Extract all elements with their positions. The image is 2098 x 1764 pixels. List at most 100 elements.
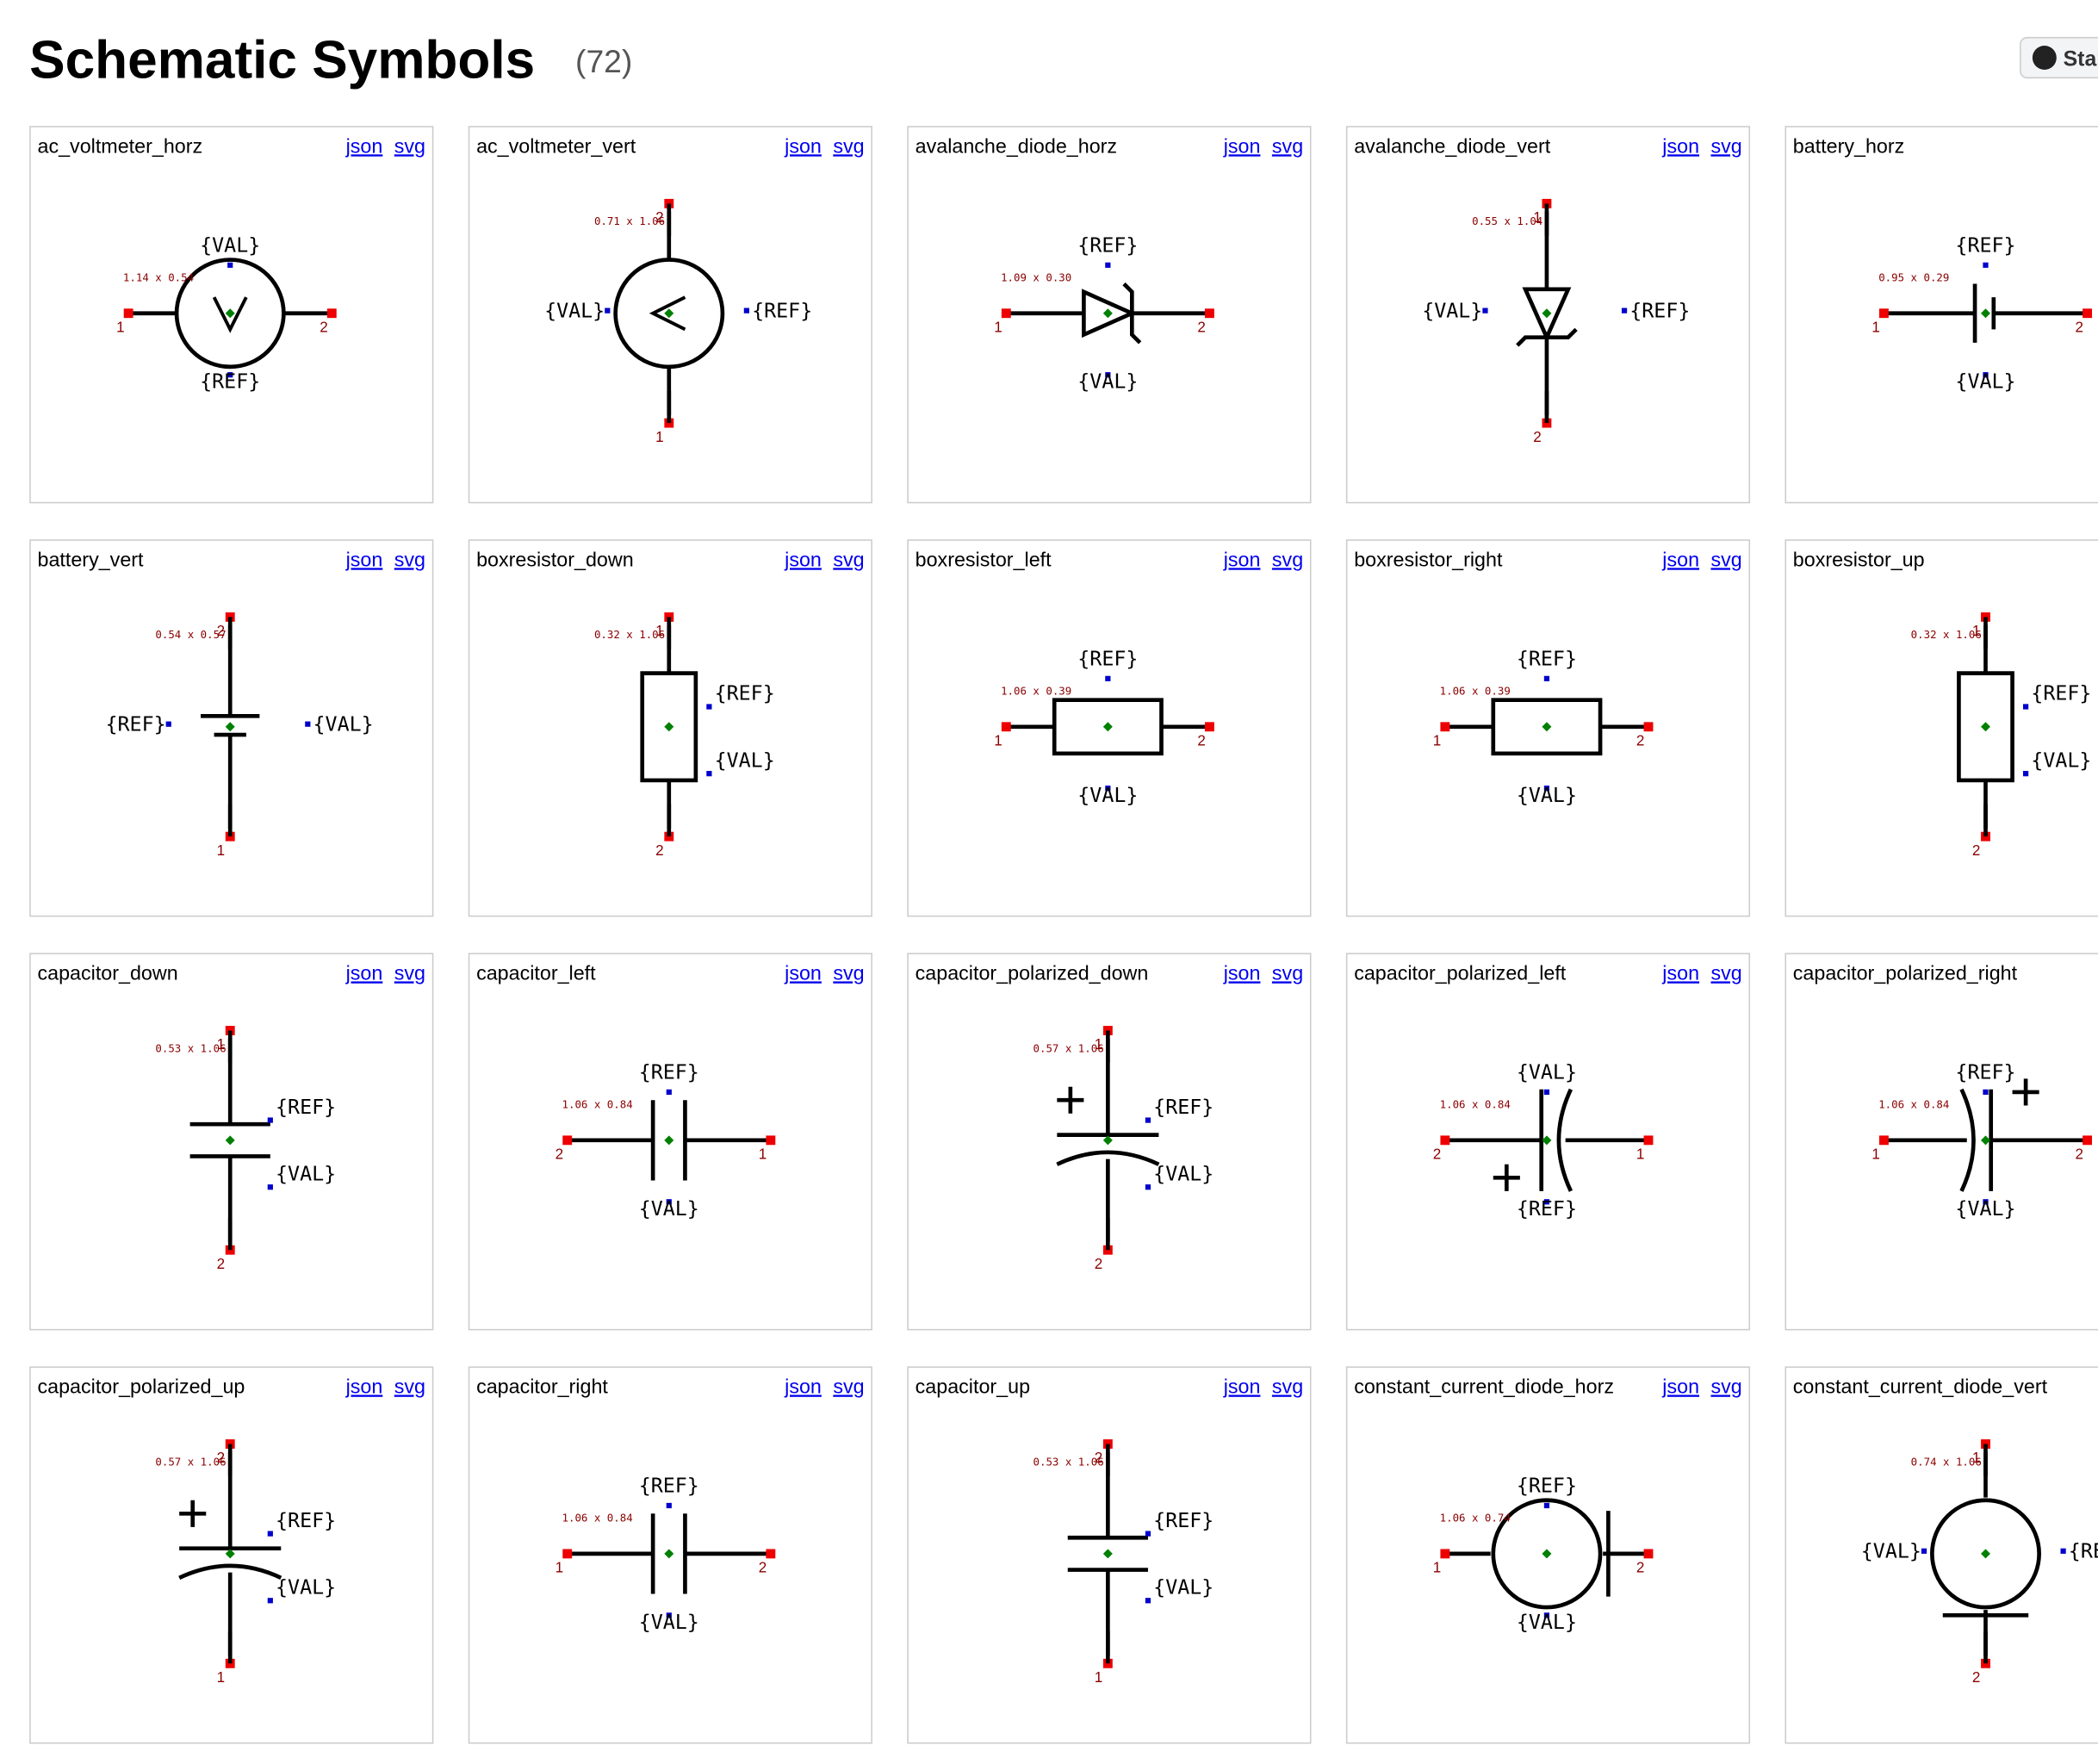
pin-number: 2 (2076, 1146, 2084, 1163)
file-link[interactable]: svg (833, 1375, 864, 1397)
file-link[interactable]: svg (1710, 134, 1741, 157)
val-label: {VAL} (1153, 1576, 1213, 1599)
ref-label: {REF} (106, 712, 166, 736)
file-link[interactable]: svg (1272, 134, 1303, 157)
file-link[interactable]: json (784, 1375, 822, 1397)
symbol-name: battery_horz (1793, 134, 1905, 157)
file-link[interactable]: json (784, 961, 822, 984)
card-border (1785, 1366, 2098, 1744)
anchor-dot (1543, 1199, 1550, 1205)
anchor-dot (1105, 675, 1111, 681)
symbol-stroke (567, 1513, 771, 1594)
file-link[interactable]: svg (394, 1375, 425, 1397)
file-link[interactable]: svg (1710, 961, 1741, 984)
symbol-drawing (1444, 698, 1649, 756)
anchor-dot (1543, 786, 1550, 792)
symbol-drawing (128, 258, 332, 370)
file-link[interactable]: json (345, 134, 383, 157)
file-link[interactable]: svg (1272, 548, 1303, 570)
origin-dot (1981, 722, 1990, 732)
file-link[interactable]: json (1661, 548, 1699, 570)
anchor-dot (1145, 1184, 1151, 1190)
val-label: {VAL} (2031, 748, 2091, 772)
file-link[interactable]: json (1223, 1375, 1261, 1397)
symbol-card: capacitor_down json svg 1 2 0.53 x 1.06 {REF} {… (29, 953, 434, 1331)
file-link[interactable]: svg (1710, 548, 1741, 570)
file-link[interactable]: json (1223, 134, 1261, 157)
val-label: {VAL} (1153, 1162, 1213, 1185)
symbol-name: ac_voltmeter_vert (476, 134, 636, 157)
file-link[interactable]: svg (833, 134, 864, 157)
symbol-name: capacitor_polarized_up (38, 1375, 245, 1397)
symbol-circle (613, 258, 725, 370)
file-link[interactable]: svg (1710, 1375, 1741, 1397)
symbol-card: capacitor_up json svg 2 1 0.53 x 1.06 {REF} {VA… (907, 1366, 1312, 1744)
symbol-stroke (1056, 1038, 1160, 1242)
symbol-glyph (649, 295, 686, 332)
file-link[interactable]: json (784, 548, 822, 570)
file-link[interactable]: svg (1272, 1375, 1303, 1397)
file-link[interactable]: json (345, 548, 383, 570)
anchor-dot (1145, 1531, 1151, 1537)
symbol-card: battery_vert json svg 2 1 0.54 x 0.57 {REF} {VA… (29, 539, 434, 917)
dimension-label: 0.95 x 0.29 (1878, 270, 1949, 283)
anchor-dot (1145, 1598, 1151, 1604)
origin-dot (1102, 722, 1113, 732)
symbol-name: boxresistor_up (1793, 548, 1925, 570)
dimension-label: 1.06 x 0.84 (562, 1512, 633, 1525)
anchor-dot (706, 704, 712, 710)
file-link[interactable]: svg (394, 548, 425, 570)
val-label: {VAL} (544, 299, 605, 322)
pin-number: 2 (655, 842, 664, 859)
file-link[interactable]: json (1223, 548, 1261, 570)
file-link[interactable]: svg (833, 548, 864, 570)
ref-label: {REF} (1077, 233, 1138, 257)
pin-number: 2 (217, 1256, 225, 1272)
symbol-circle (1930, 1498, 2041, 1610)
file-link[interactable]: json (345, 1375, 383, 1397)
pin (1102, 1658, 1113, 1668)
symbol-card: avalanche_diode_vert json svg 1 2 0.55 x 1.04… (1345, 126, 1751, 504)
pin-number: 2 (1636, 1560, 1645, 1576)
pin (1102, 1245, 1113, 1255)
star-label[interactable]: Star (2064, 47, 2098, 71)
pin-number: 1 (556, 1560, 563, 1576)
pin-number: 1 (1433, 733, 1442, 749)
file-link[interactable]: json (784, 134, 822, 157)
anchor-dot (267, 1531, 273, 1537)
pin (326, 308, 337, 319)
page-title: Schematic Symbols (29, 30, 535, 90)
anchor-dot (1105, 372, 1111, 378)
val-label: {VAL} (200, 233, 260, 257)
star-button[interactable]: Star (2020, 36, 2098, 79)
origin-dot (1981, 1135, 1990, 1146)
symbol-circle (174, 258, 286, 370)
pin-number: 2 (1095, 1450, 1103, 1466)
anchor-dot (1543, 1089, 1550, 1096)
pin-number: 2 (1197, 319, 1206, 335)
val-label: {VAL} (276, 1576, 336, 1599)
file-link[interactable]: json (1661, 961, 1699, 984)
symbol-card: capacitor_polarized_left json svg 2 1 1.06 x … (1345, 953, 1751, 1331)
symbol-glyph (212, 296, 248, 333)
pin-number: 1 (655, 623, 664, 639)
pin-number: 1 (1095, 1669, 1103, 1686)
file-link[interactable]: svg (833, 961, 864, 984)
dimension-label: 0.32 x 1.06 (1911, 628, 1982, 641)
file-link[interactable]: svg (394, 134, 425, 157)
symbol-card: boxresistor_left json svg 1 2 1.06 x 0.39 {REF… (907, 539, 1312, 917)
anchor-dot (1543, 1612, 1550, 1618)
dimension-label: 1.06 x 0.84 (1878, 1098, 1949, 1111)
file-link[interactable]: svg (1272, 961, 1303, 984)
file-link[interactable]: json (1661, 1375, 1699, 1397)
pin (225, 1245, 235, 1255)
file-link[interactable]: json (1661, 134, 1699, 157)
file-link[interactable]: json (1223, 961, 1261, 984)
pin (1542, 198, 1552, 208)
file-link[interactable]: json (345, 961, 383, 984)
file-link[interactable]: svg (394, 961, 425, 984)
pin (1440, 1549, 1450, 1559)
symbol-card: boxresistor_up 1 2 0.32 x 1.06 {REF} {VAL} (1785, 539, 2098, 917)
